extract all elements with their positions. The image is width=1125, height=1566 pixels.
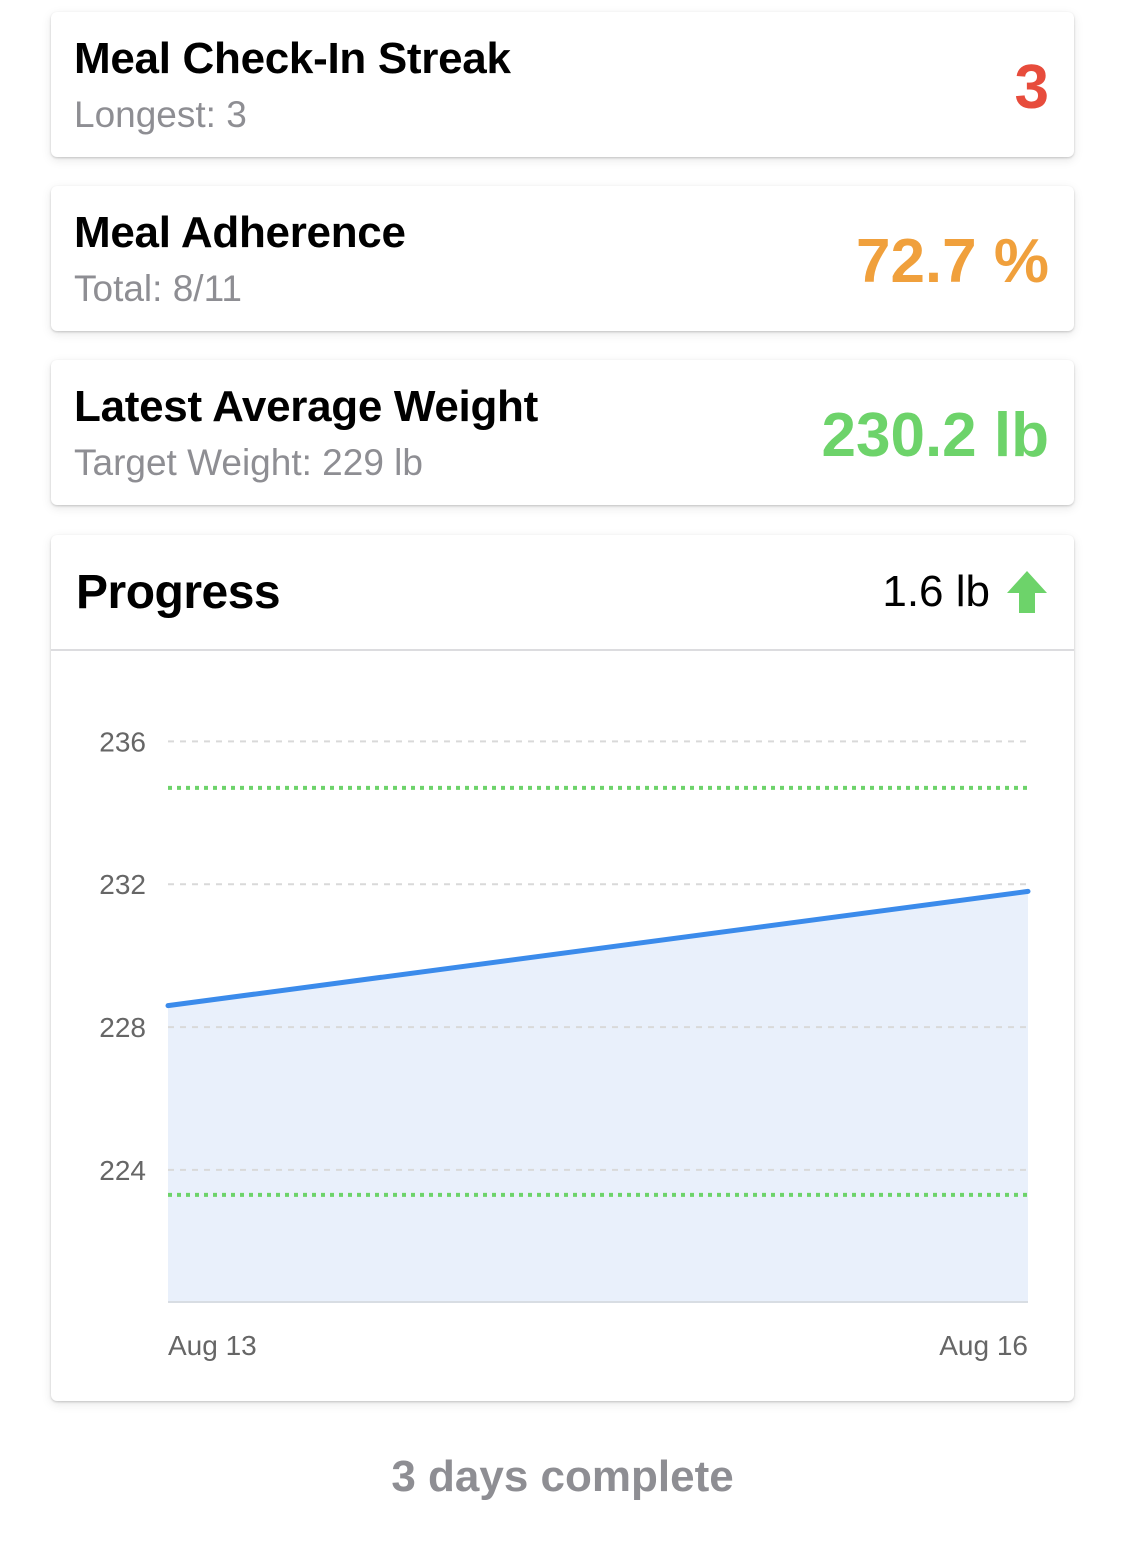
y-tick-label: 224: [99, 1155, 146, 1186]
weight-title: Latest Average Weight: [74, 382, 538, 431]
weight-change-value: 1.6 lb: [882, 567, 990, 616]
x-tick-label: Aug 13: [168, 1330, 257, 1361]
streak-value: 3: [1014, 53, 1049, 122]
streak-card[interactable]: Meal Check-In Streak Longest: 3 3: [51, 12, 1074, 157]
weight-value: 230.2 lb: [821, 401, 1049, 470]
arrow-up-icon: [1007, 571, 1047, 613]
progress-header: Progress 1.6 lb: [51, 535, 1074, 651]
y-tick-label: 228: [99, 1012, 146, 1043]
y-tick-label: 236: [99, 726, 146, 757]
weight-change: 1.6 lb: [882, 567, 1048, 617]
adherence-card[interactable]: Meal Adherence Total: 8/11 72.7 %: [51, 186, 1074, 331]
weight-card[interactable]: Latest Average Weight Target Weight: 229…: [51, 360, 1074, 505]
adherence-title: Meal Adherence: [74, 208, 406, 257]
adherence-total: Total: 8/11: [74, 268, 242, 309]
progress-card: Progress 1.6 lb 236 232 228 224 Aug 13 Aug 16: [51, 535, 1074, 1401]
streak-longest: Longest: 3: [74, 94, 247, 135]
weight-line: [165, 888, 1031, 1009]
y-tick-label: 232: [99, 869, 146, 900]
arrow-up-shape: [1007, 571, 1047, 613]
adherence-value: 72.7 %: [855, 227, 1049, 296]
progress-title: Progress: [76, 566, 281, 619]
weight-chart: 236 232 228 224 Aug 13 Aug 16: [99, 726, 1031, 1361]
target-weight: Target Weight: 229 lb: [74, 442, 423, 483]
days-complete-label: 3 days complete: [391, 1452, 734, 1501]
streak-title: Meal Check-In Streak: [74, 34, 511, 83]
x-tick-label: Aug 16: [939, 1330, 1028, 1361]
weight-area: [168, 891, 1028, 1302]
